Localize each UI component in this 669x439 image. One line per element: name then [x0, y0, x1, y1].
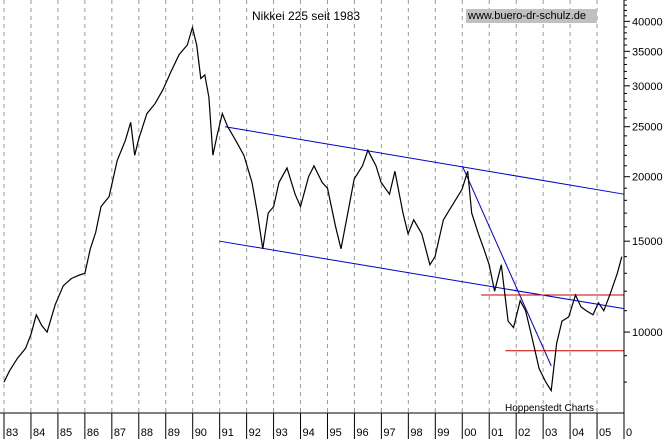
x-tick-label: 00 — [464, 427, 476, 439]
x-tick-label: 01 — [491, 427, 503, 439]
source-url: www.buero-dr-schulz.de — [468, 10, 586, 22]
x-tick-label: 90 — [195, 427, 207, 439]
x-tick-label: 92 — [249, 427, 261, 439]
x-tick-label: 98 — [410, 427, 422, 439]
y-tick-label: 15000 — [632, 236, 663, 248]
x-tick-label: 0 — [626, 427, 632, 439]
chart-credit: Hoppenstedt Charts — [505, 403, 594, 414]
x-tick-label: 91 — [222, 427, 234, 439]
trend-lines — [219, 126, 625, 367]
vertical-grid — [3, 0, 625, 412]
x-tick-label: 96 — [356, 427, 368, 439]
y-tick-label: 40000 — [632, 16, 663, 28]
y-tick-label: 25000 — [632, 122, 663, 134]
x-tick-label: 87 — [114, 427, 126, 439]
x-tick-label: 94 — [303, 427, 315, 439]
x-tick-label: 84 — [33, 427, 45, 439]
trend-line-1 — [224, 126, 625, 195]
chart-title: Nikkei 225 seit 1983 — [252, 9, 361, 23]
x-tick-label: 85 — [60, 427, 72, 439]
x-tick-label: 03 — [545, 427, 557, 439]
x-tick-label: 02 — [518, 427, 530, 439]
nikkei-line — [3, 25, 623, 393]
x-tick-label: 95 — [329, 427, 341, 439]
x-tick-label: 99 — [437, 427, 449, 439]
x-tick-label: 04 — [572, 427, 584, 439]
y-tick-label: 30000 — [632, 81, 663, 93]
x-tick-label: 88 — [141, 427, 153, 439]
x-tick-label: 89 — [168, 427, 180, 439]
trend-line-2 — [219, 240, 625, 310]
y-tick-label: 35000 — [632, 46, 663, 58]
trend-line-3 — [461, 165, 552, 367]
y-tick-label: 20000 — [632, 172, 663, 184]
x-tick-label: 86 — [87, 427, 99, 439]
x-tick-label: 93 — [276, 427, 288, 439]
x-tick-label: 97 — [383, 427, 395, 439]
x-tick-label: 83 — [6, 427, 18, 439]
source-url-box — [466, 9, 597, 23]
y-tick-label: 10000 — [632, 327, 663, 339]
x-axis: 83 84 85 86 87 88 89 90 91 92 93 94 95 96 97 98 99 00 01 02… — [3, 413, 632, 439]
x-tick-label: 05 — [599, 427, 611, 439]
plot-frame — [0, 0, 625, 439]
y-axis: 10000 15000 20000 25000 30000 35000 40000 — [624, 0, 663, 383]
